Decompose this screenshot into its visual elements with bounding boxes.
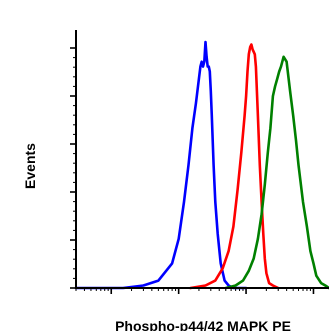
axes-layer xyxy=(70,30,329,294)
x-axis-title: Phospho-p44/42 MAPK PE xyxy=(115,318,291,331)
series-line-2 xyxy=(189,43,280,290)
series-line-3 xyxy=(224,55,329,290)
y-axis-title: Events xyxy=(22,143,38,189)
series-line-1 xyxy=(74,40,248,290)
series-layer xyxy=(74,40,329,290)
